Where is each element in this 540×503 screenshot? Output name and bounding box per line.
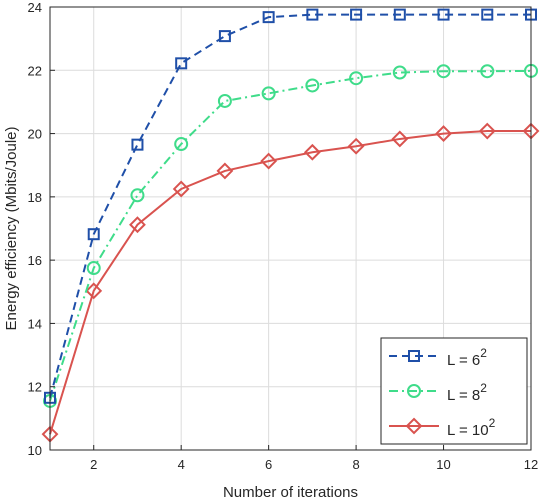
data-point [393,8,406,21]
data-point [175,57,188,70]
data-point [303,143,321,161]
series-line [49,13,531,399]
data-point [216,162,234,180]
data-point [480,64,495,79]
legend-item: L = 102 [389,416,496,439]
data-point [87,228,100,241]
data-point [218,30,231,43]
x-tick-label: 4 [178,457,185,472]
y-tick-label: 12 [28,380,42,395]
data-point [262,11,275,24]
data-point [305,78,320,93]
series-line [49,69,532,402]
legend: L = 62 L = 82 L = 102 [380,337,528,445]
y-tick-label: 14 [28,316,42,331]
data-point [306,8,319,21]
data-point [478,122,496,140]
data-point [261,86,276,101]
x-tick-label: 10 [436,457,450,472]
data-point [217,93,232,108]
legend-label: L = 102 [447,416,496,439]
data-point [347,137,365,155]
data-point [436,64,451,79]
data-point [174,137,189,152]
y-tick-label: 22 [28,63,42,78]
y-axis-label: Energy efficiency (Mbits/Joule) [3,127,20,331]
legend-label: L = 62 [447,346,487,369]
legend-marker [407,384,421,398]
data-point [260,152,278,170]
y-tick-label: 24 [28,0,42,15]
data-point [131,138,144,151]
x-axis-label: Number of iterations [223,484,358,501]
data-point [481,8,494,21]
y-tick-label: 20 [28,127,42,142]
data-point [172,180,190,198]
x-tick-label: 12 [524,457,538,472]
data-point [129,216,146,234]
data-point [435,125,452,142]
data-point [391,130,409,148]
data-point [130,188,145,203]
y-tick-label: 18 [28,190,42,205]
data-point [350,8,363,21]
data-point [86,261,101,276]
data-point [437,8,450,21]
legend-item: L = 82 [389,381,487,404]
y-tick-label: 10 [28,443,42,458]
legend-label: L = 82 [447,381,487,404]
x-tick-label: 2 [90,457,97,472]
legend-item: L = 62 [389,346,487,369]
plot-frame [49,6,532,451]
y-tick-label: 16 [28,253,42,268]
x-tick-label: 8 [352,457,359,472]
data-point [85,282,103,300]
series-diamond [41,122,540,443]
x-tick-label: 6 [265,457,272,472]
legend-marker [405,417,423,435]
legend-marker [408,350,420,362]
data-point [392,65,407,80]
data-point [349,71,364,86]
